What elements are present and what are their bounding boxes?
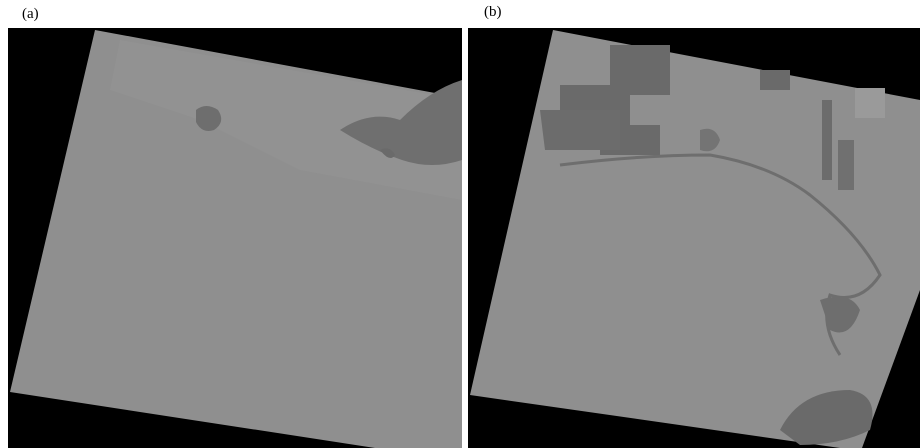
river bbox=[559, 153, 882, 356]
wetland bbox=[340, 80, 462, 165]
coast-tone bbox=[110, 40, 462, 200]
dark-field bbox=[760, 70, 790, 90]
dark-field bbox=[838, 140, 854, 190]
panel-label: (a) bbox=[22, 6, 39, 22]
field bbox=[855, 88, 885, 118]
dark-field bbox=[822, 100, 832, 180]
panel-a bbox=[8, 28, 462, 448]
dark-field bbox=[560, 45, 670, 155]
dark-field bbox=[540, 110, 620, 150]
panel-b bbox=[468, 28, 920, 448]
bay bbox=[780, 390, 873, 445]
panel-label: (b) bbox=[484, 4, 502, 20]
delta bbox=[820, 296, 860, 333]
lake bbox=[196, 106, 222, 131]
lake bbox=[700, 128, 720, 152]
patch bbox=[380, 148, 395, 159]
